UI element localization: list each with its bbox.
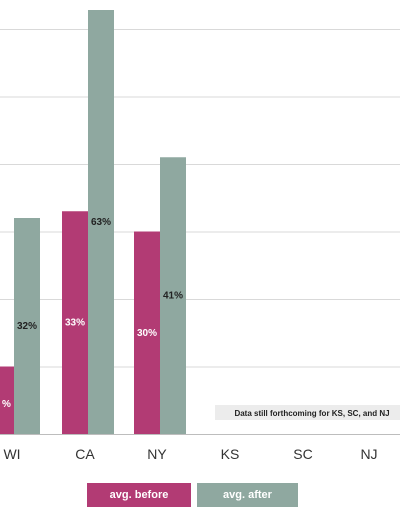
- x-tick-ca: CA: [75, 446, 95, 462]
- data-label-ny-before: 30%: [137, 328, 157, 339]
- bar-ny-before: [134, 231, 160, 434]
- bar-ny-after: [160, 157, 186, 434]
- x-tick-nj: NJ: [360, 446, 377, 462]
- data-label-wi-after: 32%: [17, 321, 37, 332]
- bar-wi-after: [14, 218, 40, 434]
- legend-item-after: avg. after: [197, 483, 298, 507]
- data-label-ny-after: 41%: [163, 291, 183, 302]
- bars: [0, 10, 186, 434]
- x-tick-labels: WI CA NY KS SC NJ: [3, 446, 377, 462]
- legend-label-after: avg. after: [223, 489, 272, 501]
- data-label-wi-before: %: [2, 399, 11, 410]
- legend: avg. before avg. after: [0, 483, 400, 507]
- bar-ca-before: [62, 211, 88, 434]
- legend-label-before: avg. before: [109, 489, 169, 501]
- x-tick-sc: SC: [293, 446, 312, 462]
- data-label-ca-before: 33%: [65, 318, 85, 329]
- legend-item-before: avg. before: [87, 483, 191, 507]
- note-background: [215, 405, 400, 420]
- x-tick-ny: NY: [147, 446, 167, 462]
- gridlines: [0, 29, 400, 435]
- bar-ca-after: [88, 10, 114, 434]
- forthcoming-note: Data still forthcoming for KS, SC, and N…: [234, 409, 389, 418]
- data-label-ca-after: 63%: [91, 217, 111, 228]
- bar-wi-before: [0, 366, 14, 434]
- x-tick-ks: KS: [221, 446, 240, 462]
- data-labels: % 32% 33% 63% 30% 41%: [2, 217, 183, 410]
- x-tick-wi: WI: [3, 446, 20, 462]
